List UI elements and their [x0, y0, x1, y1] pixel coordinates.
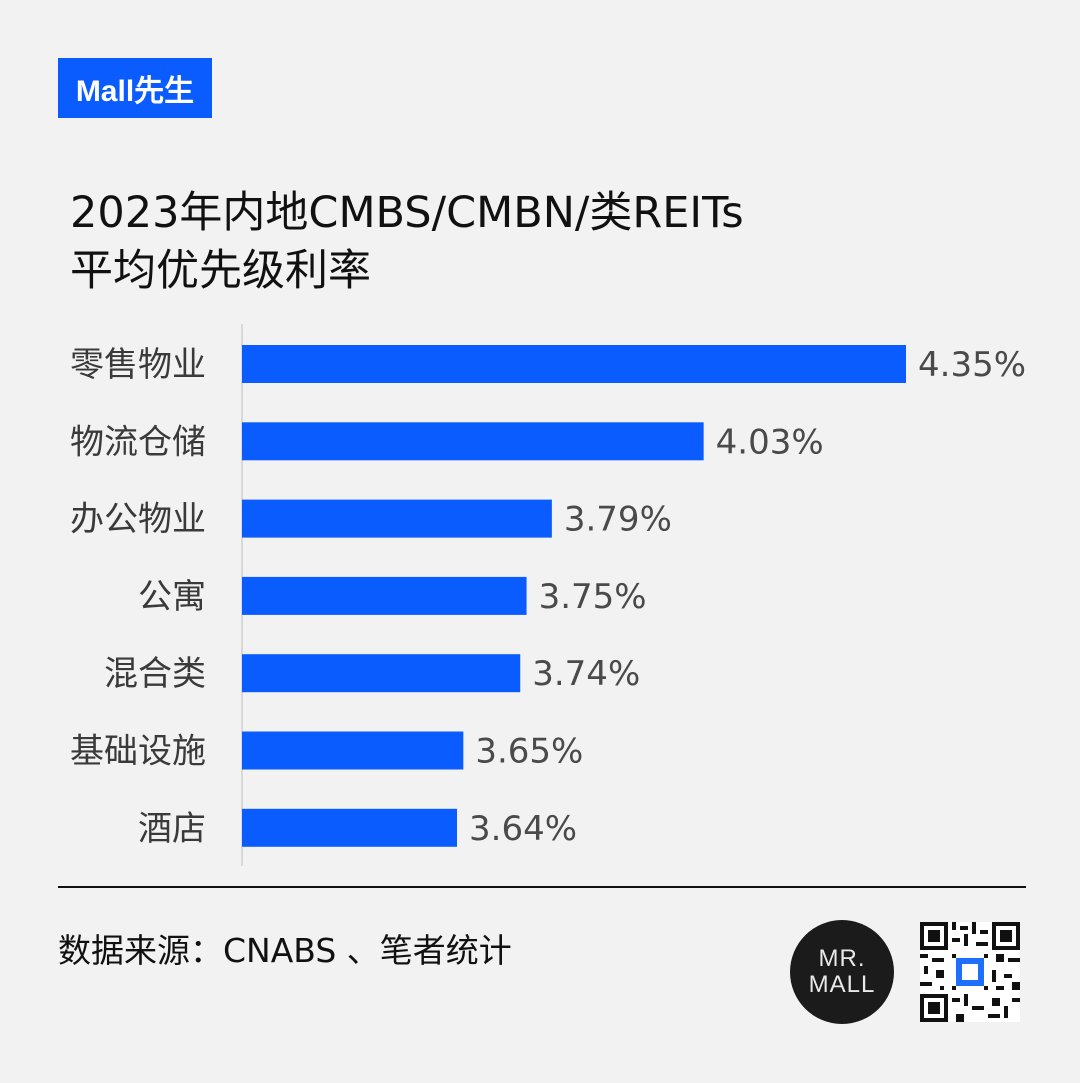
value-label: 3.74%	[532, 654, 640, 694]
footer-divider	[58, 886, 1026, 888]
category-label: 物流仓储	[70, 422, 206, 462]
category-label: 办公物业	[70, 500, 206, 540]
brand-badge: Mall先生	[58, 58, 212, 118]
bar-5	[242, 731, 464, 770]
value-label: 4.03%	[716, 422, 824, 462]
value-label: 3.65%	[475, 732, 583, 772]
value-label: 3.79%	[564, 500, 672, 540]
bar-chart: 零售物业 4.35% 物流仓储 4.03% 办公物业 3.79% 公寓 3.75% 混合类 3.7…	[70, 324, 1026, 866]
value-label: 4.35%	[918, 345, 1026, 385]
logo-line1: MR.	[818, 945, 866, 972]
qr-code-icon	[920, 922, 1020, 1022]
bar-1	[242, 422, 704, 461]
logo-line2: MALL	[808, 971, 876, 998]
category-label: 混合类	[104, 654, 206, 694]
category-label: 酒店	[138, 809, 206, 849]
bar-4	[242, 654, 521, 693]
chart-title-line1: 2023年内地CMBS/CMBN/类REITs	[70, 188, 744, 238]
bar-6	[242, 808, 458, 847]
category-label: 基础设施	[70, 732, 206, 772]
chart-title: 2023年内地CMBS/CMBN/类REITs 平均优先级利率	[70, 184, 744, 300]
bar-0	[242, 345, 906, 383]
chart-title-line2: 平均优先级利率	[70, 246, 371, 296]
category-label: 公寓	[138, 577, 206, 617]
bar-3	[242, 576, 527, 615]
category-label: 零售物业	[70, 345, 206, 385]
bar-2	[242, 499, 552, 538]
value-label: 3.75%	[539, 577, 647, 617]
value-label: 3.64%	[469, 809, 577, 849]
mr-mall-logo: MR. MALL	[790, 920, 894, 1024]
source-note: 数据来源：CNABS 、笔者统计	[58, 931, 512, 970]
